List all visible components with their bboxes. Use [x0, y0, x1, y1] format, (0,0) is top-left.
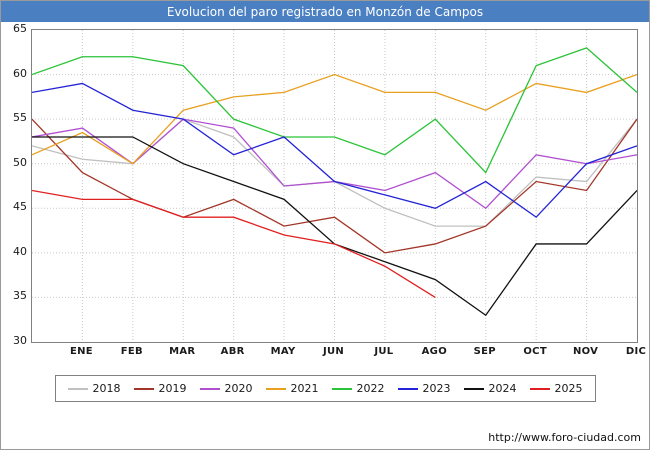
legend-swatch	[199, 387, 220, 390]
y-tick-label: 60	[13, 66, 27, 80]
y-tick-label: 45	[13, 200, 27, 214]
chart-title: Evolucion del paro registrado en Monzón …	[166, 4, 484, 19]
legend-swatch	[463, 387, 484, 390]
legend-swatch	[331, 387, 352, 390]
y-tick-label: 55	[13, 111, 27, 125]
legend-wrap: 2018 2019 2020 2021 2022 2023 2024 2025	[1, 375, 649, 402]
legend-swatch	[67, 387, 88, 390]
legend-item-2024: 2024	[463, 382, 517, 395]
legend-label: 2022	[356, 382, 385, 395]
y-tick-label: 65	[13, 22, 27, 35]
legend-item-2025: 2025	[529, 382, 583, 395]
x-tick-label: ENE	[69, 346, 93, 357]
footer-link[interactable]: http://www.foro-ciudad.com	[488, 431, 641, 444]
x-tick-label: AGO	[421, 346, 447, 357]
x-tick-label: MAR	[169, 346, 196, 357]
legend-item-2022: 2022	[331, 382, 385, 395]
x-tick-label: DIC	[625, 346, 647, 357]
legend-swatch	[133, 387, 154, 390]
x-tick-label: JUL	[374, 346, 394, 357]
x-tick-label: OCT	[523, 346, 547, 357]
legend-label: 2023	[422, 382, 451, 395]
legend-swatch	[265, 387, 286, 390]
legend-label: 2025	[554, 382, 583, 395]
x-tick-label: JUN	[322, 346, 345, 357]
legend-label: 2020	[224, 382, 253, 395]
y-tick-label: 50	[13, 155, 27, 169]
series-line-2022	[32, 47, 637, 174]
chart-canvas	[32, 30, 637, 342]
plot-area	[31, 29, 638, 343]
y-tick-label: 35	[13, 289, 27, 303]
series-line-2021	[32, 73, 637, 165]
legend: 2018 2019 2020 2021 2022 2023 2024 2025	[54, 375, 596, 402]
legend-swatch	[529, 387, 550, 390]
x-tick-label: ABR	[220, 346, 245, 357]
series-line-2025	[32, 189, 436, 298]
x-tick-label: NOV	[572, 346, 599, 357]
legend-label: 2018	[92, 382, 121, 395]
legend-item-2023: 2023	[397, 382, 451, 395]
series-line-2023	[32, 82, 637, 219]
legend-swatch	[397, 387, 418, 390]
x-tick-label: FEB	[120, 346, 143, 357]
legend-label: 2024	[488, 382, 517, 395]
x-tick-label: SEP	[473, 346, 496, 357]
legend-label: 2021	[290, 382, 319, 395]
y-tick-label: 30	[13, 334, 27, 347]
chart-title-bar: Evolucion del paro registrado en Monzón …	[1, 1, 649, 22]
legend-item-2018: 2018	[67, 382, 121, 395]
x-tick-label: MAY	[270, 346, 296, 357]
legend-label: 2019	[158, 382, 187, 395]
legend-item-2020: 2020	[199, 382, 253, 395]
legend-item-2019: 2019	[133, 382, 187, 395]
legend-item-2021: 2021	[265, 382, 319, 395]
y-tick-label: 40	[13, 244, 27, 258]
